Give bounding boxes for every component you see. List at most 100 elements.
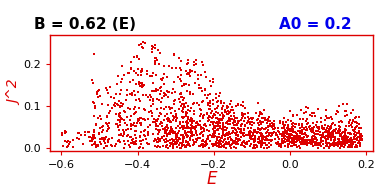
Point — [139, 67, 145, 70]
Point — [325, 142, 331, 145]
Point — [144, 72, 150, 75]
Point — [288, 136, 295, 139]
Point — [286, 139, 292, 143]
Point — [190, 103, 196, 106]
Point — [284, 139, 290, 142]
Point — [346, 124, 352, 127]
Point — [234, 116, 240, 119]
Point — [337, 134, 343, 137]
Point — [167, 132, 173, 135]
Point — [139, 83, 145, 86]
Point — [345, 146, 351, 149]
Point — [183, 120, 189, 123]
Point — [271, 125, 277, 128]
Point — [233, 146, 239, 149]
Point — [286, 140, 292, 143]
Point — [303, 133, 309, 137]
Point — [174, 142, 180, 145]
Point — [314, 133, 320, 136]
Point — [256, 123, 262, 126]
Point — [352, 127, 358, 130]
Point — [285, 126, 291, 129]
Point — [116, 124, 122, 127]
Point — [187, 145, 193, 148]
Point — [231, 119, 237, 122]
Point — [313, 124, 319, 127]
Point — [181, 105, 187, 108]
Point — [138, 143, 144, 146]
Point — [179, 109, 185, 113]
Point — [233, 136, 239, 139]
Point — [328, 131, 334, 134]
Point — [181, 125, 187, 128]
Point — [173, 133, 179, 137]
Point — [285, 136, 291, 139]
Point — [312, 142, 318, 145]
Point — [168, 107, 174, 110]
Point — [336, 125, 342, 128]
Point — [328, 133, 335, 136]
Point — [219, 117, 226, 120]
Point — [211, 132, 218, 135]
Point — [279, 140, 285, 143]
Point — [309, 115, 315, 118]
Point — [154, 59, 160, 62]
Point — [130, 123, 136, 126]
Point — [104, 145, 110, 148]
Point — [228, 138, 234, 141]
Point — [311, 126, 317, 129]
Point — [90, 100, 97, 103]
Point — [317, 131, 323, 134]
Point — [209, 133, 216, 136]
Point — [163, 145, 169, 148]
Point — [338, 142, 345, 145]
Point — [216, 141, 222, 144]
Point — [357, 126, 363, 129]
Point — [287, 137, 293, 140]
Point — [353, 120, 359, 123]
Point — [139, 69, 145, 73]
Point — [129, 139, 135, 142]
Point — [105, 138, 111, 141]
Point — [344, 103, 350, 106]
Point — [203, 141, 209, 145]
Point — [297, 126, 303, 129]
Point — [343, 109, 349, 112]
Point — [231, 124, 237, 127]
Point — [182, 121, 189, 124]
Point — [310, 140, 316, 143]
Point — [180, 133, 186, 136]
Point — [161, 135, 167, 138]
Point — [198, 87, 204, 90]
Point — [169, 130, 175, 133]
Point — [262, 117, 268, 120]
Point — [343, 124, 350, 127]
Point — [225, 120, 231, 123]
Point — [172, 141, 178, 144]
Point — [233, 105, 239, 108]
Point — [109, 137, 115, 140]
Point — [330, 134, 336, 137]
Point — [149, 47, 155, 50]
Point — [224, 131, 230, 134]
Point — [263, 143, 269, 146]
Point — [332, 113, 338, 116]
Point — [205, 104, 211, 107]
Point — [270, 131, 276, 134]
Point — [300, 139, 306, 142]
Point — [296, 135, 302, 138]
Point — [313, 141, 319, 144]
Point — [181, 103, 187, 106]
Point — [310, 130, 316, 133]
Point — [187, 123, 194, 126]
Point — [226, 118, 233, 121]
Point — [203, 76, 209, 79]
Point — [345, 136, 352, 139]
Point — [280, 131, 286, 134]
Point — [216, 92, 223, 95]
Point — [193, 141, 199, 144]
Point — [281, 116, 288, 119]
Point — [175, 75, 181, 78]
Point — [244, 134, 250, 137]
Point — [221, 114, 227, 118]
